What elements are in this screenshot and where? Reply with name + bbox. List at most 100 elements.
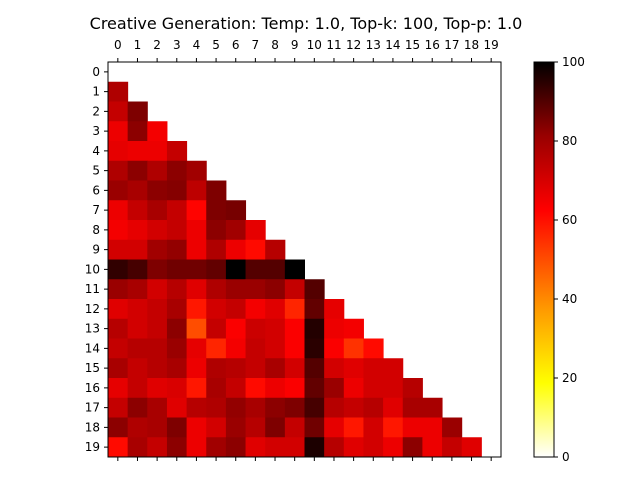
cell-10-2 — [147, 259, 168, 280]
y-tick-label-2: 2 — [92, 104, 100, 118]
cell-19-16 — [422, 437, 443, 458]
x-tick-label-0: 0 — [114, 38, 122, 52]
cell-17-6 — [225, 397, 247, 418]
y-tick-label-8: 8 — [92, 223, 100, 237]
cell-16-8 — [265, 378, 286, 399]
y-tick-label-12: 12 — [85, 302, 100, 316]
x-tick-label-13: 13 — [366, 38, 381, 52]
cell-10-9 — [284, 259, 305, 280]
x-tick-label-6: 6 — [232, 38, 240, 52]
cell-7-1 — [127, 200, 148, 221]
cell-16-3 — [166, 378, 188, 399]
y-tick-label-19: 19 — [85, 440, 100, 454]
cell-8-0 — [108, 220, 129, 241]
cell-14-8 — [265, 338, 286, 359]
y-tick-label-5: 5 — [92, 164, 100, 178]
cell-9-5 — [206, 239, 227, 260]
cell-19-17 — [442, 437, 463, 458]
cell-15-5 — [206, 358, 227, 379]
cell-19-5 — [206, 437, 227, 458]
y-tick-label-13: 13 — [85, 322, 100, 336]
x-tick-label-17: 17 — [444, 38, 459, 52]
cell-18-11 — [324, 417, 345, 438]
cell-19-18 — [461, 437, 482, 458]
cell-7-0 — [108, 200, 129, 221]
x-tick-label-1: 1 — [134, 38, 142, 52]
colorbar-tick-label-5: 100 — [562, 55, 585, 69]
x-axis-bottom-ticks — [117, 457, 492, 461]
cell-6-4 — [186, 180, 207, 201]
cell-19-1 — [127, 437, 148, 458]
cell-18-16 — [422, 417, 443, 438]
cell-13-12 — [343, 318, 364, 339]
plot-frame — [107, 61, 502, 458]
cell-18-15 — [402, 417, 423, 438]
cell-15-8 — [265, 358, 286, 379]
y-tick-label-9: 9 — [92, 243, 100, 257]
cell-7-6 — [225, 200, 247, 221]
cell-2-0 — [108, 101, 129, 122]
cell-18-0 — [108, 417, 129, 438]
cell-9-2 — [147, 239, 168, 260]
colorbar-tick-label-1: 20 — [562, 371, 577, 385]
cell-8-7 — [245, 220, 266, 241]
cell-16-5 — [206, 378, 227, 399]
cell-16-13 — [363, 378, 384, 399]
cell-17-4 — [186, 397, 207, 418]
colorbar-tick-label-0: 0 — [562, 450, 570, 464]
cell-5-2 — [147, 160, 168, 181]
cell-9-4 — [186, 239, 207, 260]
cell-17-12 — [343, 397, 364, 418]
cell-13-8 — [265, 318, 286, 339]
cell-12-5 — [206, 299, 227, 320]
cell-14-10 — [304, 338, 325, 359]
cell-14-13 — [363, 338, 384, 359]
cell-17-0 — [108, 397, 129, 418]
cell-10-3 — [166, 259, 188, 280]
cell-16-11 — [324, 378, 345, 399]
cell-5-1 — [127, 160, 148, 181]
x-axis-top: 0 1 2 3 4 5 6 7 8 9 10 11 12 13 14 15 16 17 18 19 — [114, 38, 499, 62]
x-tick-label-11: 11 — [326, 38, 341, 52]
cell-18-3 — [166, 417, 188, 438]
x-tick-label-2: 2 — [153, 38, 161, 52]
cell-2-1 — [127, 101, 148, 122]
colorbar — [533, 61, 555, 458]
cell-18-14 — [383, 417, 404, 438]
cell-17-10 — [304, 397, 325, 418]
cell-17-5 — [206, 397, 227, 418]
cell-8-4 — [186, 220, 207, 241]
cell-10-8 — [265, 259, 286, 280]
cell-10-7 — [245, 259, 266, 280]
x-tick-label-18: 18 — [464, 38, 479, 52]
cell-14-4 — [186, 338, 207, 359]
cell-14-7 — [245, 338, 266, 359]
cell-19-13 — [363, 437, 384, 458]
cell-3-2 — [147, 121, 168, 142]
cell-18-12 — [343, 417, 364, 438]
cell-13-4 — [186, 318, 207, 339]
cell-15-6 — [225, 358, 247, 379]
colorbar-tick-label-2: 40 — [562, 292, 577, 306]
cell-19-7 — [245, 437, 266, 458]
cell-17-15 — [402, 397, 423, 418]
cell-13-2 — [147, 318, 168, 339]
cell-17-11 — [324, 397, 345, 418]
cell-19-0 — [108, 437, 129, 458]
x-tick-label-12: 12 — [346, 38, 361, 52]
cell-4-1 — [127, 141, 148, 162]
cell-10-0 — [108, 259, 129, 280]
cell-18-5 — [206, 417, 227, 438]
cell-3-1 — [127, 121, 148, 142]
cell-13-7 — [245, 318, 266, 339]
cell-15-13 — [363, 358, 384, 379]
cell-8-5 — [206, 220, 227, 241]
cell-15-12 — [343, 358, 364, 379]
cell-6-1 — [127, 180, 148, 201]
cell-12-7 — [245, 299, 266, 320]
cell-7-5 — [206, 200, 227, 221]
cell-10-6 — [225, 259, 247, 280]
cell-14-2 — [147, 338, 168, 359]
cell-12-2 — [147, 299, 168, 320]
